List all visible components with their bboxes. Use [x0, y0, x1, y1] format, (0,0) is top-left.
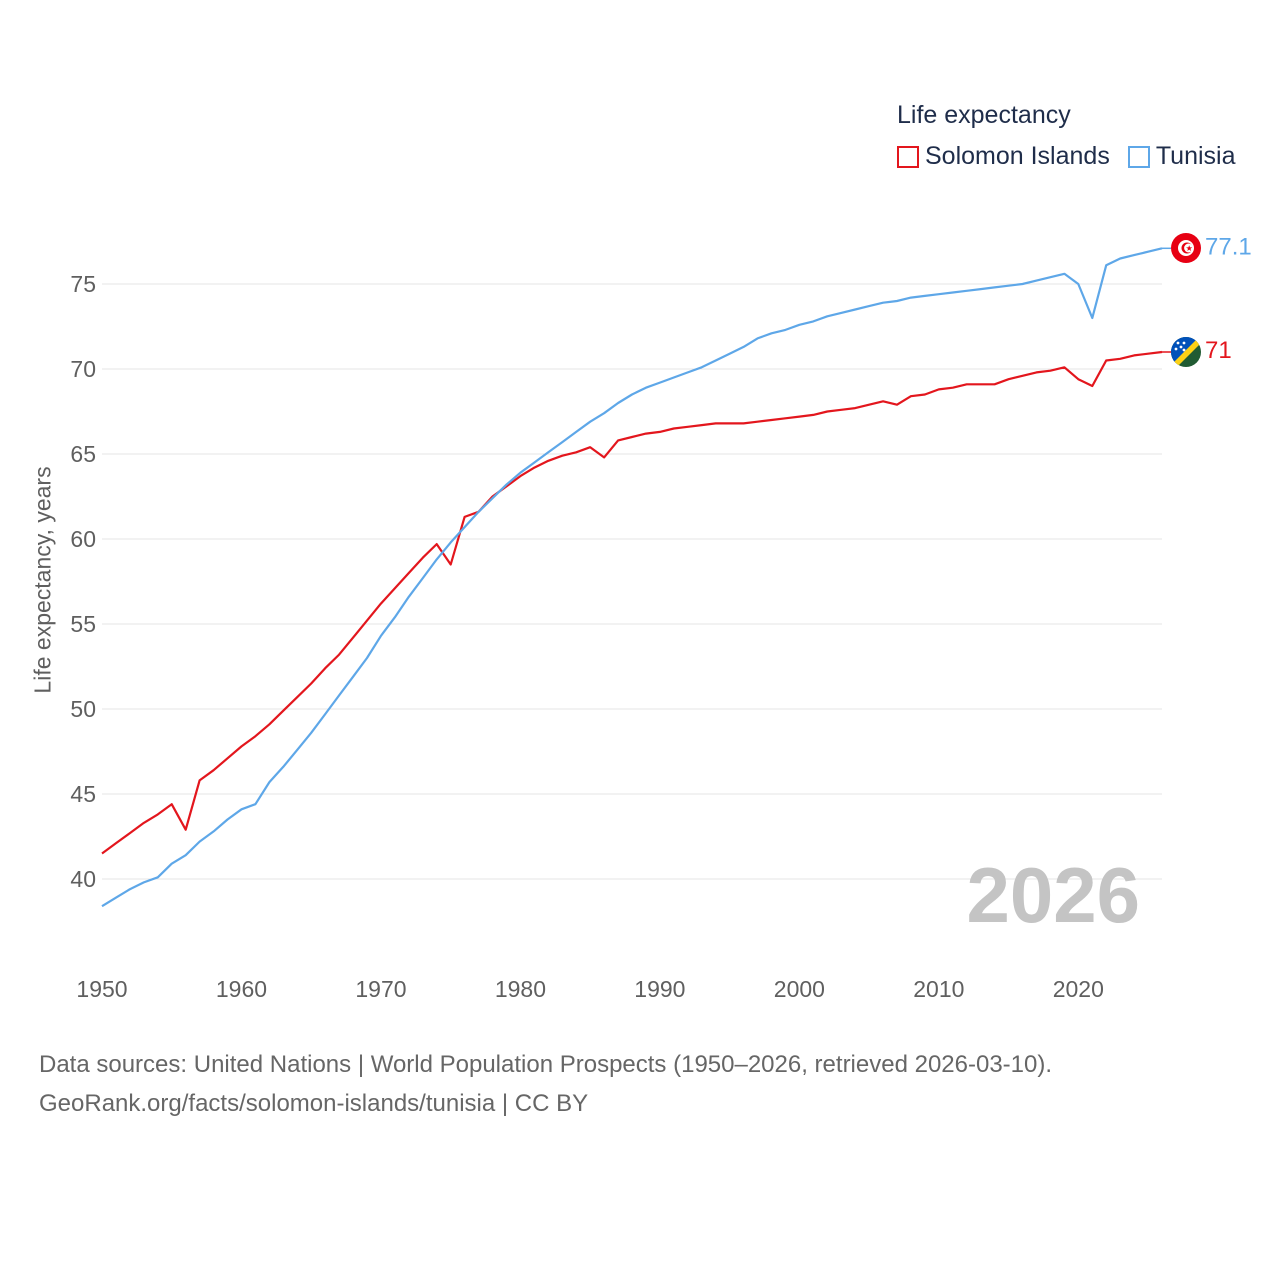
tunisia-flag-icon — [1171, 233, 1201, 263]
current-year-label: 2026 — [966, 851, 1140, 939]
legend-title: Life expectancy — [897, 101, 1071, 129]
y-tick-label-75: 75 — [70, 271, 96, 297]
y-tick-label-65: 65 — [70, 441, 96, 467]
legend-swatch-tunisia — [1127, 145, 1150, 168]
legend-item-solomon-islands[interactable]: Solomon Islands — [897, 142, 1110, 171]
series-line-solomon-islands — [101, 350, 1163, 855]
x-tick-label-2020: 2020 — [1053, 976, 1104, 1002]
y-tick-label-70: 70 — [70, 356, 96, 382]
y-axis-ticks: 40 45 50 55 60 65 70 75 — [70, 271, 96, 892]
y-axis-title: Life expectancy, years — [29, 466, 56, 694]
legend: Solomon Islands Tunisia — [897, 142, 1254, 171]
grid-lines — [102, 283, 1162, 880]
x-tick-label-2000: 2000 — [774, 976, 825, 1002]
source-note: Data sources: United Nations | World Pop… — [39, 1045, 1052, 1123]
solomon-islands-flag-icon — [1171, 337, 1201, 367]
x-tick-label-1950: 1950 — [76, 976, 127, 1002]
end-label-solomon-islands: 71 — [1205, 337, 1232, 364]
legend-item-tunisia[interactable]: Tunisia — [1127, 142, 1236, 171]
x-tick-label-1990: 1990 — [634, 976, 685, 1002]
x-tick-label-1960: 1960 — [216, 976, 267, 1002]
series-line-tunisia — [101, 247, 1163, 908]
source-line-2[interactable]: GeoRank.org/facts/solomon-islands/tunisi… — [39, 1090, 589, 1117]
source-line-1[interactable]: Data sources: United Nations | World Pop… — [39, 1051, 1053, 1078]
legend-label-tunisia: Tunisia — [1155, 142, 1236, 170]
legend-swatch-solomon-islands — [897, 145, 919, 168]
series-lines — [101, 247, 1171, 908]
legend-label-solomon-islands: Solomon Islands — [925, 142, 1110, 170]
end-labels: 71 77.1 — [1205, 233, 1252, 364]
x-tick-label-2010: 2010 — [913, 976, 964, 1002]
y-tick-label-50: 50 — [70, 696, 96, 722]
x-tick-label-1980: 1980 — [495, 976, 546, 1002]
x-axis-ticks: 1950 1960 1970 1980 1990 2000 2010 2020 — [76, 976, 1103, 1002]
end-label-tunisia: 77.1 — [1205, 233, 1252, 260]
y-tick-label-60: 60 — [70, 526, 96, 552]
y-tick-label-40: 40 — [70, 866, 96, 892]
end-markers — [1171, 233, 1201, 367]
x-tick-label-1970: 1970 — [355, 976, 406, 1002]
y-tick-label-45: 45 — [70, 781, 96, 807]
y-tick-label-55: 55 — [70, 611, 96, 637]
